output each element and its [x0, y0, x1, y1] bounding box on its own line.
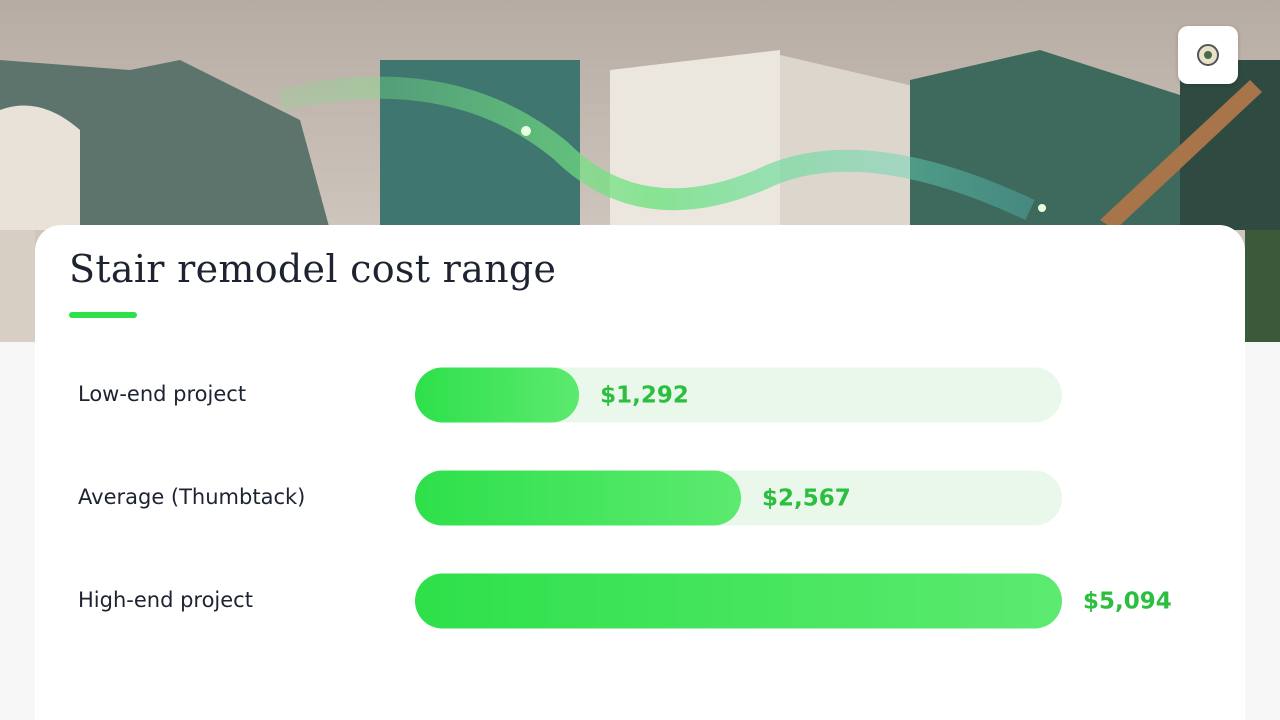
- logo-icon: [1197, 44, 1219, 66]
- chart: Low-end project $1,292 Average (Thumbtack)…: [78, 367, 1172, 629]
- category-label: Low-end project: [78, 382, 246, 406]
- category-label: High-end project: [78, 588, 253, 612]
- logo-button[interactable]: [1178, 26, 1238, 84]
- value-label: $5,094: [1083, 589, 1172, 615]
- title-underline: [69, 312, 137, 318]
- bar: [415, 573, 1062, 629]
- value-label: $1,292: [600, 383, 689, 409]
- category-label: Average (Thumbtack): [78, 485, 305, 509]
- bar: [415, 470, 742, 526]
- card: Stair remodel cost range Low-end project…: [35, 225, 1245, 720]
- bar: [415, 367, 580, 423]
- hero-image: [0, 0, 1280, 342]
- value-label: $2,567: [762, 486, 851, 512]
- chart-title: Stair remodel cost range: [69, 247, 557, 291]
- bar-track: [415, 367, 1062, 423]
